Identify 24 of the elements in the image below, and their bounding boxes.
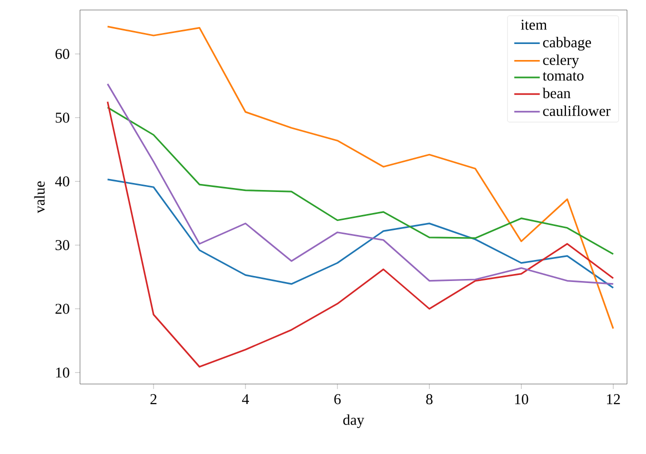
legend-label: cabbage: [543, 36, 591, 50]
y-axis-title: value: [34, 181, 45, 214]
legend-label: cauliflower: [543, 105, 610, 116]
y-tick-label: 60: [56, 48, 70, 59]
y-tick-label: 50: [56, 112, 70, 123]
y-tick-label: 10: [56, 367, 70, 378]
x-tick-label: 6: [334, 394, 341, 404]
legend-label: tomato: [542, 72, 584, 81]
y-tick-label: 20: [56, 304, 70, 314]
y-tick-label: 30: [56, 240, 70, 250]
x-tick-label: 10: [515, 394, 528, 404]
y-tick-label: 40: [55, 176, 70, 186]
line-series: [106, 178, 614, 289]
line-series: [106, 100, 614, 368]
x-tick-label: 12: [607, 394, 620, 404]
x-tick-label: 8: [426, 394, 433, 404]
line-series: [106, 106, 614, 255]
legend-label: celery: [543, 54, 580, 68]
x-axis-title: day: [343, 414, 364, 428]
x-tick-label: 4: [242, 394, 249, 404]
legend-label: bean: [542, 88, 571, 98]
line-series: [106, 83, 614, 285]
legend-title: item: [520, 20, 547, 30]
x-tick-label: 2: [150, 394, 156, 404]
